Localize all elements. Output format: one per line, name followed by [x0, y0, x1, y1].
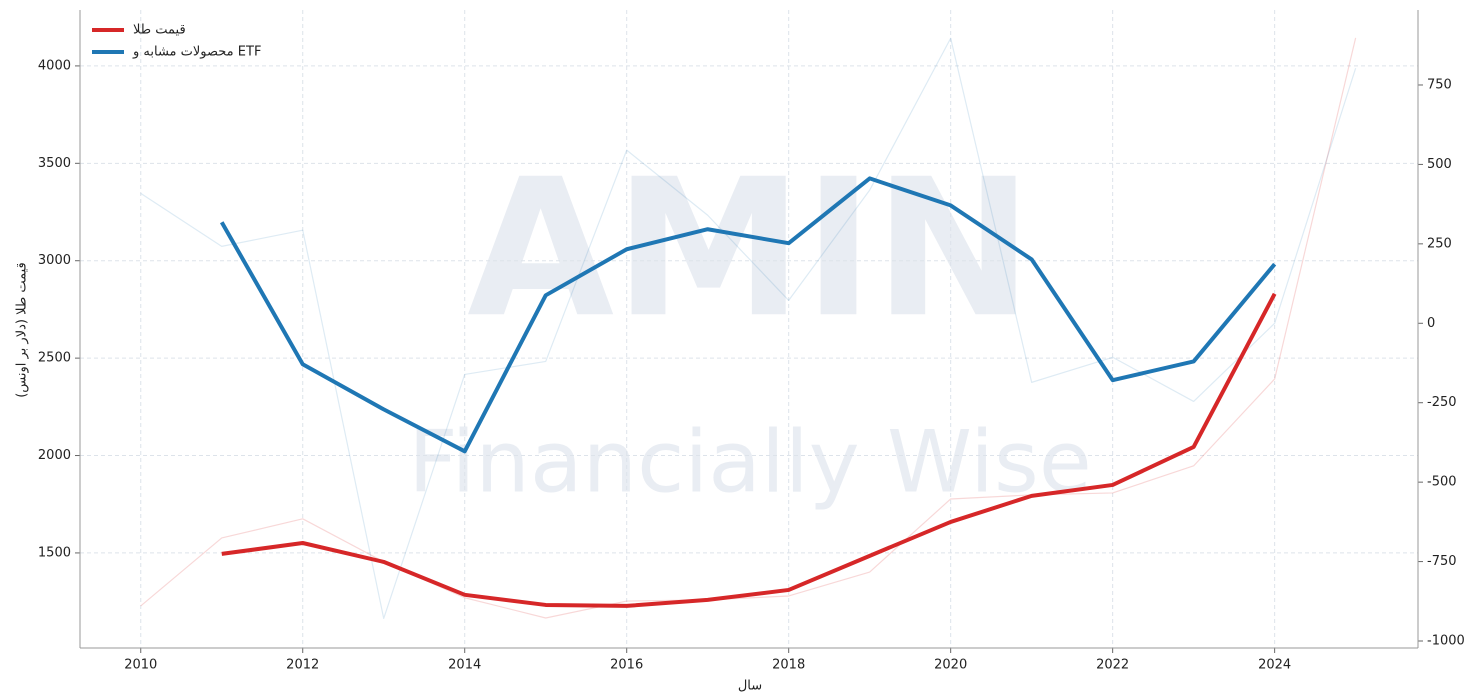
- x-tick-label: 2010: [124, 658, 157, 673]
- series-line: [221, 292, 1277, 608]
- x-tick-label: 2014: [448, 658, 481, 673]
- y2-tick-label: 0: [1427, 316, 1435, 331]
- y-tick-label: 3000: [38, 253, 71, 268]
- y-axis-label: قیمت طلا (دلار بر اونس): [15, 262, 30, 398]
- x-tick-label: 2024: [1258, 658, 1291, 673]
- x-tick-label: 2020: [934, 658, 967, 673]
- y-tick-label: 2000: [38, 448, 71, 463]
- watermark: Financially Wise: [408, 412, 1091, 512]
- series-line: [219, 176, 1277, 454]
- y2-tick-label: -250: [1427, 395, 1457, 410]
- y2-tick-label: -1000: [1427, 634, 1465, 649]
- x-axis-label: سال: [738, 679, 762, 694]
- x-tick-label: 2018: [772, 658, 805, 673]
- y-tick-label: 4000: [38, 58, 71, 73]
- x-tick-label: 2022: [1096, 658, 1129, 673]
- watermark: AMIN: [467, 138, 1033, 359]
- y-tick-label: 2500: [38, 351, 71, 366]
- y-tick-label: 1500: [38, 545, 71, 560]
- x-tick-label: 2016: [610, 658, 643, 673]
- y2-tick-label: -750: [1427, 554, 1457, 569]
- legend-label: محصولات مشابه و ETF: [132, 45, 261, 60]
- y2-tick-label: 250: [1427, 236, 1452, 251]
- y2-tick-label: 500: [1427, 157, 1452, 172]
- y2-tick-label: -500: [1427, 475, 1457, 490]
- legend-label: قیمت طلا: [133, 23, 186, 38]
- x-tick-label: 2012: [286, 658, 319, 673]
- y-tick-label: 3500: [38, 156, 71, 171]
- series-line: [140, 37, 1357, 620]
- series-line: [140, 37, 1357, 619]
- y2-tick-label: 750: [1427, 77, 1452, 92]
